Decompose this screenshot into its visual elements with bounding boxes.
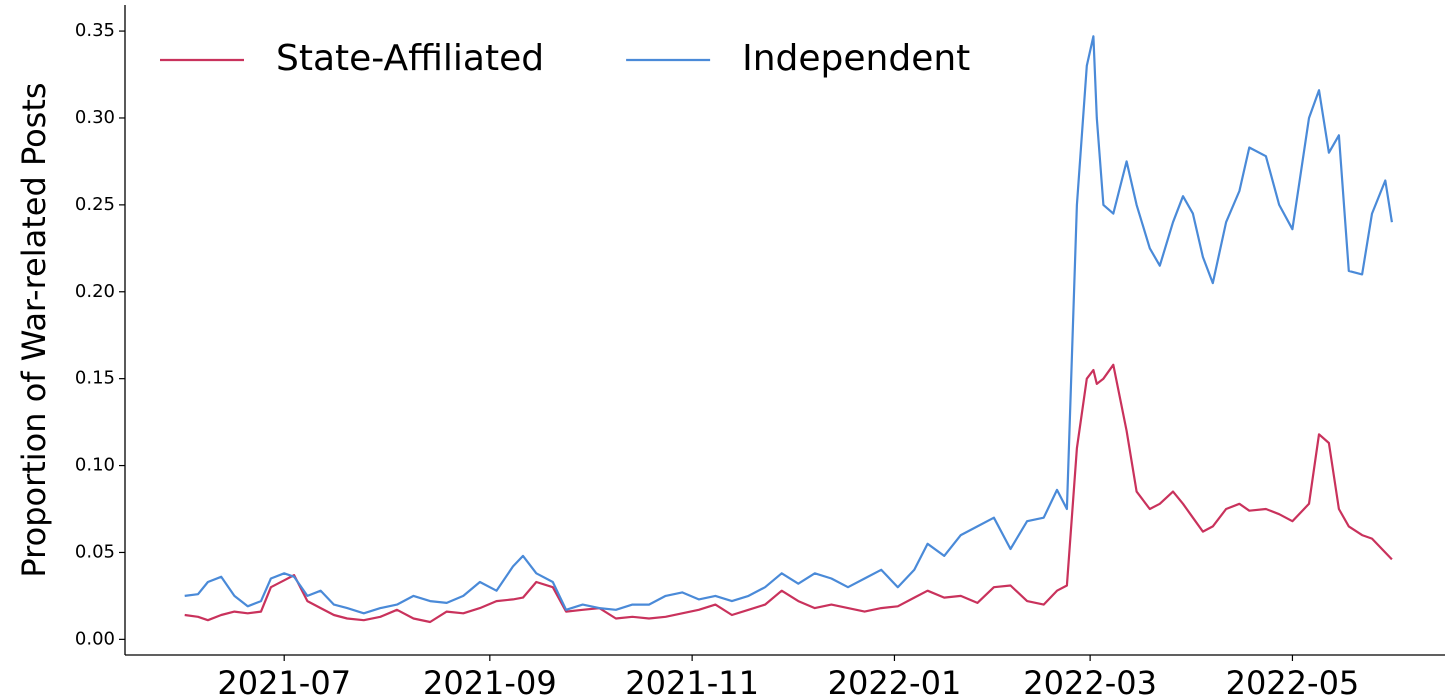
legend-label: Independent xyxy=(742,38,970,79)
y-tick-label: 0.25 xyxy=(75,194,115,215)
x-tick-label: 2022-01 xyxy=(828,664,962,698)
y-tick-label: 0.05 xyxy=(75,541,115,562)
y-tick-label: 0.15 xyxy=(75,368,115,389)
y-tick-label: 0.30 xyxy=(75,107,115,128)
y-tick-label: 0.20 xyxy=(75,281,115,302)
y-tick-label: 0.10 xyxy=(75,455,115,476)
y-tick-label: 0.00 xyxy=(75,628,115,649)
line-series xyxy=(184,35,1393,615)
line-series xyxy=(184,363,1393,624)
x-tick-label: 2022-03 xyxy=(1023,664,1157,698)
y-tick-label: 0.35 xyxy=(75,20,115,41)
x-tick-label: 2021-07 xyxy=(217,664,351,698)
y-axis-label: Proportion of War-related Posts xyxy=(15,82,53,577)
x-tick-label: 2022-05 xyxy=(1226,664,1360,698)
x-tick-label: 2021-11 xyxy=(625,664,759,698)
x-tick-label: 2021-09 xyxy=(423,664,557,698)
legend-label: State-Affiliated xyxy=(276,38,544,79)
